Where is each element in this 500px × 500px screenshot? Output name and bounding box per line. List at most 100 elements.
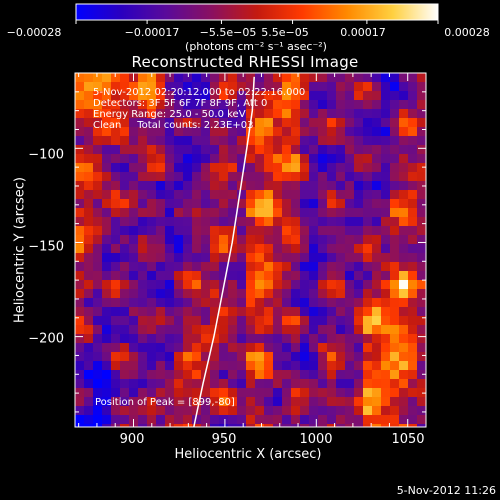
heatmap-cell [309, 262, 319, 272]
heatmap-cell [111, 145, 121, 155]
heatmap-cell [255, 217, 265, 227]
heatmap-cell [273, 109, 283, 119]
heatmap-cell [363, 226, 373, 236]
heatmap-cell [192, 397, 202, 407]
heatmap-cell [201, 253, 211, 263]
heatmap-cell [300, 334, 310, 344]
heatmap-cell [282, 118, 292, 128]
heatmap-cell [75, 208, 85, 218]
heatmap-cell [237, 361, 247, 371]
heatmap-cell [156, 325, 166, 335]
heatmap-cell [156, 388, 166, 398]
heatmap-cell [129, 352, 139, 362]
heatmap-cell [165, 154, 175, 164]
heatmap-cell [201, 424, 211, 427]
heatmap-cell [300, 343, 310, 353]
heatmap-cell [156, 235, 166, 245]
heatmap-cell [417, 406, 426, 416]
heatmap-cell [273, 361, 283, 371]
heatmap-cell [129, 136, 139, 146]
heatmap-cell [102, 271, 112, 281]
heatmap-cell [201, 172, 211, 182]
heatmap-cell [210, 199, 220, 209]
heatmap-cell [264, 361, 274, 371]
heatmap-cell [174, 181, 184, 191]
heatmap-cell [354, 271, 364, 281]
heatmap-cell [228, 280, 238, 290]
heatmap-cell [111, 352, 121, 362]
heatmap-cell [111, 370, 121, 380]
heatmap-cell [237, 415, 247, 425]
heatmap-cell [309, 235, 319, 245]
heatmap-cell [354, 136, 364, 146]
heatmap-cell [75, 370, 85, 380]
heatmap-cell [147, 100, 157, 110]
heatmap-cell [381, 199, 391, 209]
heatmap-cell [93, 253, 103, 263]
heatmap-cell [390, 145, 400, 155]
heatmap-cell [183, 406, 193, 416]
heatmap-cell [228, 208, 238, 218]
heatmap-cell [183, 361, 193, 371]
heatmap-cell [327, 82, 337, 92]
heatmap-cell [75, 91, 85, 101]
heatmap-cell [156, 208, 166, 218]
heatmap-cell [300, 361, 310, 371]
heatmap-cell [309, 118, 319, 128]
heatmap-cell [237, 91, 247, 101]
heatmap-cell [345, 118, 355, 128]
heatmap-cell [399, 82, 409, 92]
heatmap-cell [327, 199, 337, 209]
heatmap-cell [102, 379, 112, 389]
heatmap-cell [120, 226, 130, 236]
heatmap-cell [273, 73, 283, 83]
heatmap-cell [291, 226, 301, 236]
heatmap-cell [75, 226, 85, 236]
heatmap-cell [255, 298, 265, 308]
heatmap-cell [219, 73, 229, 83]
heatmap-cell [129, 253, 139, 263]
heatmap-cell [408, 361, 418, 371]
heatmap-cell [120, 334, 130, 344]
heatmap-cell [264, 136, 274, 146]
heatmap-cell [345, 136, 355, 146]
heatmap-cell [75, 244, 85, 254]
heatmap-cell [336, 325, 346, 335]
heatmap-cell [255, 334, 265, 344]
heatmap-cell [219, 172, 229, 182]
heatmap-cell [102, 91, 112, 101]
heatmap-cell [111, 415, 121, 425]
x-tick-label: 1050 [391, 432, 425, 447]
heatmap-cell [408, 181, 418, 191]
heatmap-cell [363, 415, 373, 425]
heatmap-cell [228, 289, 238, 299]
heatmap-cell [183, 370, 193, 380]
heatmap-cell [156, 226, 166, 236]
heatmap-cell [219, 100, 229, 110]
heatmap-cell [318, 82, 328, 92]
heatmap-cell [309, 325, 319, 335]
heatmap-cell [174, 370, 184, 380]
heatmap-cell [381, 217, 391, 227]
heatmap-cell [282, 388, 292, 398]
heatmap-cell [327, 289, 337, 299]
heatmap-cell [192, 343, 202, 353]
heatmap-cell [417, 199, 426, 209]
heatmap-cell [192, 136, 202, 146]
heatmap-cell [102, 82, 112, 92]
heatmap-cell [327, 100, 337, 110]
heatmap-cell [111, 136, 121, 146]
heatmap-cell [120, 280, 130, 290]
heatmap-cell [300, 370, 310, 380]
heatmap-cell [327, 136, 337, 146]
heatmap-cell [282, 253, 292, 263]
heatmap-cell [381, 127, 391, 137]
heatmap-cell [228, 334, 238, 344]
heatmap-cell [201, 352, 211, 362]
heatmap-cell [282, 235, 292, 245]
heatmap-cell [363, 406, 373, 416]
heatmap-cell [174, 217, 184, 227]
heatmap-cell [417, 280, 426, 290]
heatmap-cell [156, 190, 166, 200]
heatmap-cell [174, 316, 184, 326]
